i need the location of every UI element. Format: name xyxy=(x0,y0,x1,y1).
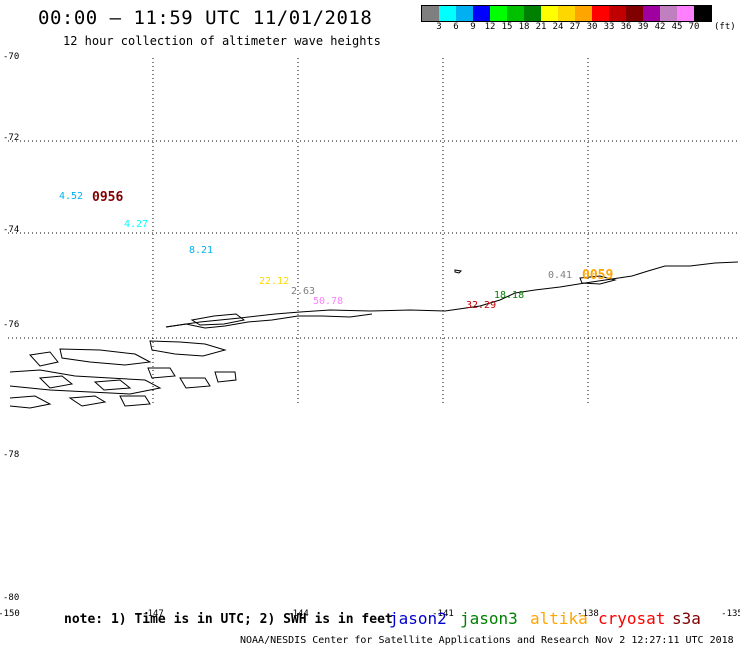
color-scale-tick: 39 xyxy=(637,22,649,32)
legend-entry-altika: altika xyxy=(530,609,588,628)
legend-entry-cryosat: cryosat xyxy=(598,609,666,628)
color-scale-tick: 6 xyxy=(453,22,459,32)
longitude-label: -138 xyxy=(577,609,599,619)
color-swatch xyxy=(473,6,490,21)
color-swatch xyxy=(558,6,575,21)
color-swatch xyxy=(422,6,439,21)
color-swatch xyxy=(524,6,541,21)
wave-height-label: 50.78 xyxy=(313,296,344,307)
wave-height-label: 22.12 xyxy=(259,276,290,287)
longitude-label: -147 xyxy=(142,609,164,619)
latitude-label: -72 xyxy=(3,133,20,143)
page-subtitle: 12 hour collection of altimeter wave hei… xyxy=(63,34,381,48)
color-scale-tick: 18 xyxy=(518,22,530,32)
longitude-label: -144 xyxy=(287,609,309,619)
wave-height-label: 0.41 xyxy=(548,270,573,281)
color-swatch xyxy=(507,6,524,21)
footer-note: note: 1) Time is in UTC; 2) SWH is in fe… xyxy=(64,612,393,627)
satellite-pass-id: 0059 xyxy=(582,268,614,283)
color-swatch xyxy=(643,6,660,21)
legend-entry-s3a: s3a xyxy=(672,609,701,628)
color-scale-tick: 42 xyxy=(654,22,666,32)
color-swatch xyxy=(609,6,626,21)
page-title: 00:00 – 11:59 UTC 11/01/2018 xyxy=(38,7,373,29)
coastline xyxy=(9,261,739,409)
color-swatch xyxy=(592,6,609,21)
latitude-label: -76 xyxy=(3,320,20,330)
color-swatch xyxy=(660,6,677,21)
color-swatch xyxy=(541,6,558,21)
color-swatch xyxy=(626,6,643,21)
color-scale-tick: 36 xyxy=(620,22,632,32)
latitude-label: -78 xyxy=(3,450,20,460)
latitude-label: -74 xyxy=(3,225,20,235)
color-scale-tick: 9 xyxy=(470,22,476,32)
wave-height-label: 18.18 xyxy=(494,290,525,301)
color-scale-tick: 15 xyxy=(501,22,513,32)
satellite-pass-id: 0956 xyxy=(92,190,124,205)
color-swatch xyxy=(575,6,592,21)
wave-height-label: 4.52 xyxy=(59,191,84,202)
color-scale-tick: 3 xyxy=(436,22,442,32)
legend-entry-jason2: jason2 xyxy=(389,609,447,628)
color-swatch xyxy=(456,6,473,21)
latitude-label: -80 xyxy=(3,593,20,603)
color-scale-tick: 12 xyxy=(484,22,496,32)
color-swatch xyxy=(439,6,456,21)
longitude-label: -141 xyxy=(432,609,454,619)
color-scale-tick: 30 xyxy=(586,22,598,32)
wave-height-label: 2.63 xyxy=(291,286,316,297)
color-scale-unit: (ft) xyxy=(714,22,736,32)
wave-height-label: 4.27 xyxy=(124,219,149,230)
color-scale-tick: 27 xyxy=(569,22,581,32)
color-scale-tick: 70 xyxy=(688,22,700,32)
wave-height-label: 8.21 xyxy=(189,245,214,256)
longitude-label: -135 xyxy=(721,609,740,619)
footer-credit: NOAA/NESDIS Center for Satellite Applica… xyxy=(240,635,734,646)
legend-entry-jason3: jason3 xyxy=(460,609,518,628)
color-scale-tick: 21 xyxy=(535,22,547,32)
color-scale-tick: 33 xyxy=(603,22,615,32)
grid-lines xyxy=(8,58,738,405)
color-scale-tick: 45 xyxy=(671,22,683,32)
color-swatch xyxy=(677,6,694,21)
wave-height-label: 32.29 xyxy=(466,300,497,311)
color-swatch xyxy=(490,6,507,21)
color-scale-tick: 24 xyxy=(552,22,564,32)
color-swatch xyxy=(694,6,711,21)
longitude-label: -150 xyxy=(0,609,20,619)
latitude-label: -70 xyxy=(3,52,20,62)
color-scale xyxy=(421,5,712,22)
